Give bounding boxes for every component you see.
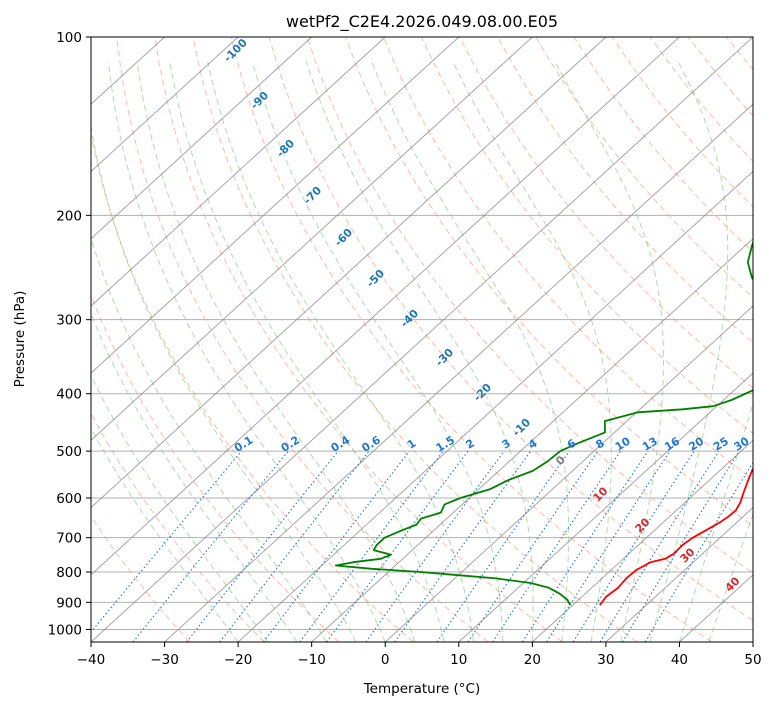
- mixing-ratio-line: [572, 450, 695, 642]
- dry-adiabat: [306, 37, 753, 574]
- dry-adiabat: [91, 131, 414, 642]
- plot-frame: [90, 36, 754, 643]
- moist-adiabat: [649, 61, 729, 642]
- mixing-ratio-line: [326, 450, 469, 642]
- y-tick-label: 600: [56, 491, 82, 507]
- x-tick-label: 20: [524, 652, 541, 668]
- y-tick-label: 400: [56, 387, 82, 403]
- moist-adiabat: [305, 61, 534, 642]
- skewed-isotherm: [91, 37, 607, 509]
- mixing-ratio-line: [599, 450, 720, 642]
- mixing-ratio-line: [263, 450, 410, 642]
- moist-adiabat: [252, 61, 504, 642]
- skewed-isotherm: [91, 37, 239, 173]
- skewed-isotherm: [237, 170, 753, 642]
- mixing-ratio-line: [91, 450, 242, 633]
- x-tick-label: 10: [450, 652, 467, 668]
- mixing-ratio-line: [522, 450, 649, 642]
- dewpoint-profile: [334, 239, 753, 606]
- mixing-ratio-line: [622, 450, 740, 642]
- pressure-gridlines: [91, 37, 753, 630]
- y-tick-label: 900: [56, 595, 82, 611]
- mixing-ratio-line: [365, 450, 505, 642]
- dry-adiabat: [535, 37, 753, 298]
- y-tick-label: 700: [56, 531, 82, 547]
- skewed-isotherm: [164, 103, 753, 642]
- dry-adiabat: [192, 37, 638, 642]
- moist-adiabat: [207, 61, 474, 642]
- y-tick-label: 800: [56, 565, 82, 581]
- plot-area: 0.10.20.40.611.52346810131620253036-100-…: [91, 37, 753, 642]
- moist-adiabat: [678, 401, 753, 642]
- moist-adiabat: [452, 61, 612, 642]
- y-tick-label: 1000: [48, 622, 82, 638]
- mixing-ratio-line: [546, 450, 671, 642]
- mixing-ratio-line: [299, 450, 444, 642]
- mixing-ratio-line: [186, 450, 339, 642]
- x-tick-label: 0: [381, 652, 390, 668]
- x-tick-label: −30: [150, 652, 179, 668]
- skewed-isotherm: [384, 305, 753, 642]
- skewed-isotherm: [531, 439, 753, 642]
- dry-adiabat: [116, 37, 489, 642]
- moist-adiabat: [708, 513, 753, 642]
- dry-adiabat: [154, 37, 563, 642]
- moist-adiabat: [371, 61, 570, 642]
- temperature-profile: [599, 467, 753, 606]
- moist-adiabat: [91, 312, 298, 642]
- skewed-isotherm: [91, 37, 313, 240]
- skewed-isotherm: [91, 37, 386, 307]
- mixing-ratio-line: [436, 450, 570, 642]
- moist-adiabat: [91, 124, 357, 642]
- moist-adiabat: [136, 61, 416, 642]
- dry-adiabat: [91, 412, 265, 642]
- chart-title: wetPf2_C2E4.2026.049.08.00.E05: [286, 12, 558, 32]
- mixing-ratio-line: [132, 450, 289, 642]
- mixing-ratio-line: [467, 450, 599, 642]
- skewed-isotherm: [458, 372, 753, 642]
- skewed-isotherm: [91, 37, 753, 642]
- skewed-isotherms: [91, 37, 753, 642]
- moist-adiabat: [554, 61, 664, 642]
- x-tick-label: −20: [224, 652, 253, 668]
- moist-adiabat: [108, 61, 386, 642]
- y-axis-label: Pressure (hPa): [12, 291, 28, 388]
- y-tick-label: 300: [56, 313, 82, 329]
- x-tick-label: 40: [671, 652, 688, 668]
- moist-adiabat: [169, 61, 445, 642]
- skewed-isotherm: [91, 37, 533, 442]
- y-tick-label: 200: [56, 208, 82, 224]
- skewed-isotherm: [311, 237, 753, 642]
- skewed-isotherm: [91, 37, 680, 576]
- y-tick-label: 500: [56, 444, 82, 460]
- x-tick-label: −10: [297, 652, 326, 668]
- x-tick-label: 30: [597, 652, 614, 668]
- dry-adiabat: [91, 515, 191, 642]
- skewed-isotherm: [91, 37, 460, 374]
- skewed-isotherm: [605, 506, 753, 642]
- mixing-ratio-lines: [91, 450, 753, 642]
- x-tick-label: 50: [744, 652, 761, 668]
- mixing-ratio-line: [394, 450, 532, 642]
- y-axis-ticks: 100 200 300 400 500 600 700 800 900 1000: [48, 30, 91, 638]
- mixing-ratio-line: [492, 450, 622, 642]
- x-axis-ticks: −40 −30 −20 −10 0 10 20 30 40 50: [77, 642, 762, 668]
- moist-adiabat: [91, 427, 239, 642]
- moist-adiabat: [91, 374, 268, 642]
- y-tick-label: 100: [56, 30, 82, 46]
- sounding-profiles: [334, 239, 753, 606]
- dry-adiabat: [268, 37, 753, 622]
- x-tick-label: −40: [77, 652, 106, 668]
- x-axis-label: Temperature (°C): [363, 681, 481, 697]
